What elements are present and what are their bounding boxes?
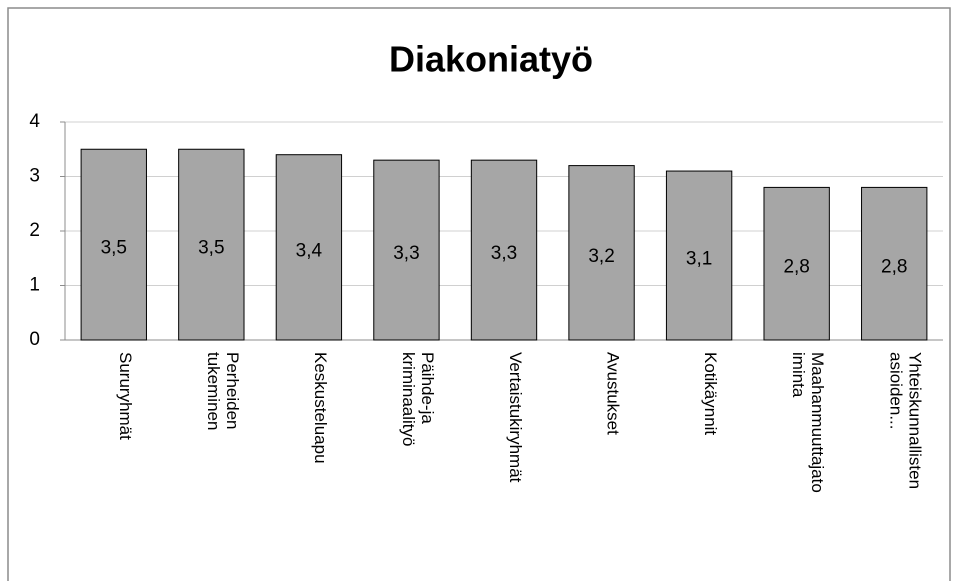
bar: [763, 186, 830, 341]
x-tick-label: Keskusteluapu: [311, 352, 330, 464]
x-tick-label: Yhteiskunnallistenasioiden...: [887, 352, 925, 489]
x-tick-label: Avustukset: [604, 352, 623, 435]
bar: [80, 148, 147, 341]
chart-title: Diakoniatyö: [389, 39, 593, 80]
x-tick-label: Päihde-jakriminaalityö: [399, 352, 437, 446]
bar: [470, 159, 538, 341]
value-label: 3,2: [588, 246, 614, 267]
value-label: 2,8: [881, 257, 907, 278]
bar: [178, 148, 245, 341]
value-label: 3,3: [393, 243, 419, 264]
y-tick-label: 0: [29, 329, 40, 350]
bar: [275, 154, 343, 341]
y-tick-label: 2: [29, 220, 40, 241]
value-label: 3,5: [101, 238, 127, 259]
y-tick-label: 1: [29, 275, 40, 296]
value-label: 2,8: [783, 257, 809, 278]
value-label: 3,4: [296, 240, 323, 261]
value-label: 3,3: [491, 243, 517, 264]
x-tick-label: Kotikäynnit: [701, 352, 720, 435]
x-tick-label: Maahanmuuttajatoiminta: [789, 352, 827, 493]
bar: [373, 159, 440, 341]
y-tick-label: 4: [29, 111, 40, 132]
bar: [568, 165, 635, 341]
x-tick-label: Vertaistukiryhmät: [506, 352, 525, 483]
x-tick-label: Sururyhmät: [116, 352, 135, 440]
bar: [861, 186, 928, 341]
x-tick-label: Perheidentukeminen: [204, 352, 242, 430]
y-tick-label: 3: [29, 166, 40, 187]
value-label: 3,5: [198, 238, 224, 259]
value-label: 3,1: [686, 249, 712, 270]
bar: [665, 170, 733, 341]
